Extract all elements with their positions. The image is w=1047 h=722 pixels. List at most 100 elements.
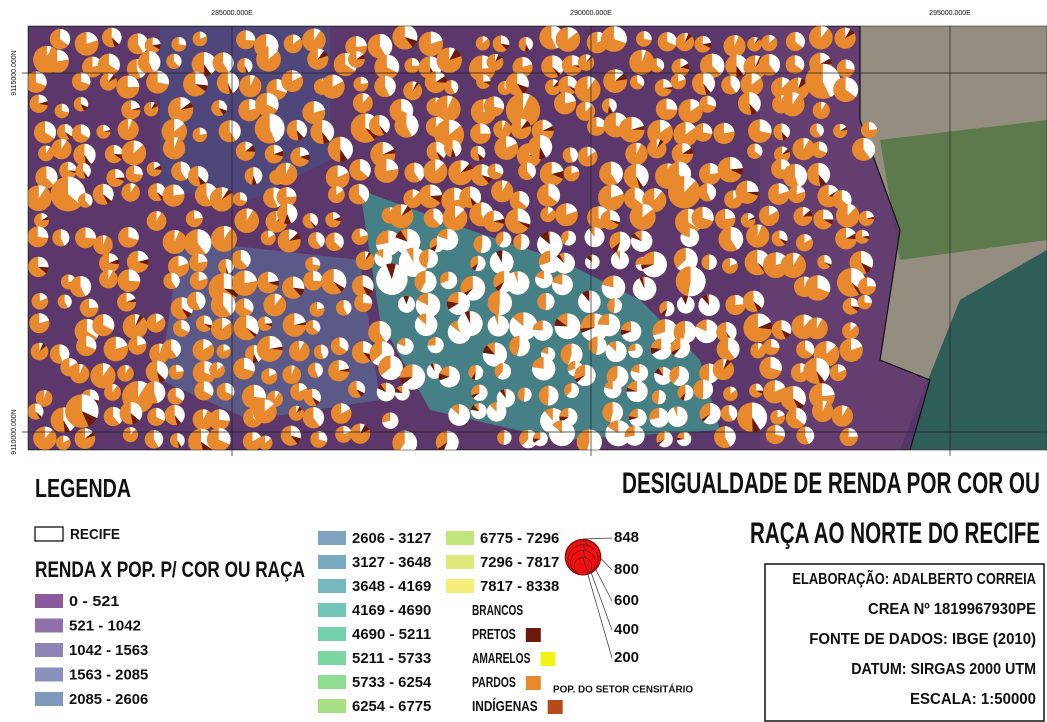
sector-pie-slice (821, 383, 835, 397)
sector-pie-slice (539, 147, 546, 160)
recife-boundary (28, 26, 931, 450)
sector-pie-slice (157, 70, 169, 85)
sector-pie (263, 293, 287, 317)
income-label: 5733 - 6254 (352, 674, 432, 691)
sector-pie-slice (482, 345, 495, 355)
sector-pie-slice (173, 53, 182, 67)
sector-pie-slice (430, 195, 443, 203)
sector-pie-slice (181, 308, 192, 318)
sector-pie-slice (493, 96, 505, 109)
sector-pie-slice (265, 435, 271, 443)
sector-pie-slice (482, 342, 507, 367)
sector-pie-slice (494, 54, 502, 63)
sector-pie-slice (269, 368, 277, 377)
sector-pie-slice (636, 142, 642, 154)
sector-pie-slice (685, 122, 696, 135)
sector-pie-slice (798, 77, 802, 89)
sector-pie-slice (540, 135, 553, 158)
sector-pie-slice (402, 364, 426, 390)
sector-pie-slice (196, 291, 206, 310)
sector-pie-slice (869, 122, 878, 131)
sector-pie-slice (656, 139, 661, 149)
sector-pie-slice (312, 397, 320, 406)
sector-pie-slice (816, 357, 830, 382)
sector-pie-slice (435, 159, 445, 172)
sector-pie-slice (470, 186, 482, 205)
sector-pie-slice (506, 271, 530, 295)
sector-pie-slice (757, 224, 763, 236)
sector-pie-slice (149, 51, 161, 73)
sector-pie-slice (436, 151, 444, 161)
sector-pie-slice (438, 373, 450, 381)
sector-pie-slice (702, 379, 714, 400)
sector-pie-slice (103, 235, 107, 245)
sector-pie-slice (792, 92, 800, 105)
sector-pie-slice (386, 263, 396, 280)
sector-pie-slice (460, 160, 470, 173)
sector-pie-slice (626, 380, 648, 403)
sector-pie-slice (532, 320, 553, 341)
sector-pie-slice (755, 55, 761, 68)
race-label: PRETOS (472, 626, 516, 643)
sector-pie-slice (268, 271, 279, 283)
race-label: AMARELOS (472, 650, 530, 667)
sector-pie-slice (152, 43, 161, 50)
sector-pie-slice (252, 431, 261, 442)
sector-pie-slice (376, 263, 408, 295)
sector-pie-slice (649, 407, 669, 428)
sector-pie-slice (451, 80, 459, 94)
sector-pie-slice (430, 31, 443, 44)
sector-pie-slice (174, 415, 181, 425)
income-swatch (35, 618, 63, 633)
income-label: 2606 - 3127 (352, 530, 431, 547)
sector-pie-slice (657, 390, 666, 405)
sector-pie-slice (430, 184, 443, 197)
sector-pie-slice (650, 347, 662, 355)
sector-pie-slice (728, 405, 738, 421)
sector-pie-slice (703, 403, 721, 425)
sector-pie-slice (251, 175, 257, 185)
sector-pie-slice (115, 177, 125, 181)
sector-pie-slice (701, 294, 710, 306)
sector-pie-slice (684, 32, 689, 43)
sector-pie (104, 383, 121, 401)
sector-pie-slice (338, 368, 350, 372)
sector-pie-slice (181, 320, 190, 333)
sector-pie-slice (420, 270, 437, 293)
sector-pie-slice (664, 301, 675, 317)
sector-pie (33, 426, 57, 450)
grid-label: 290000.000E (570, 10, 612, 17)
sector-pie-slice (781, 149, 790, 155)
sector-pie-slice (227, 71, 239, 93)
sector-pie-slice (615, 69, 625, 82)
sector-pie-slice (39, 292, 48, 302)
sector-pie-slice (654, 188, 663, 201)
sector-pie-slice (379, 125, 387, 135)
sector-pie-slice (399, 430, 418, 450)
sector-pie-slice (41, 213, 48, 221)
sector-pie-slice (840, 127, 848, 131)
sector-pie-slice (845, 27, 851, 39)
sector-pie-slice (677, 247, 698, 272)
sector-pie-slice (128, 269, 141, 282)
sector-pie-slice (130, 107, 141, 111)
sector-pie-slice (386, 54, 400, 73)
sector-pie-slice (103, 194, 112, 204)
sector-pie-slice (667, 406, 688, 427)
sector-pie-slice (111, 27, 122, 45)
sector-pie-slice (198, 271, 208, 281)
sector-pie (35, 389, 53, 407)
sector-pie-slice (473, 384, 488, 401)
race-label: BRANCOS (472, 602, 523, 619)
sector-pie-slice (547, 207, 554, 215)
sector-pie-slice (227, 82, 233, 94)
sector-pie-slice (317, 48, 325, 60)
sector-pie-slice (578, 290, 601, 314)
sector-pie-slice (244, 357, 255, 372)
sector-pie-slice (570, 147, 579, 163)
sector-pie-slice (79, 363, 84, 374)
sector-pie-slice (379, 115, 390, 134)
sector-pie-slice (321, 344, 329, 359)
sector-pie-slice (412, 189, 420, 199)
sector-pie-slice (506, 136, 518, 149)
